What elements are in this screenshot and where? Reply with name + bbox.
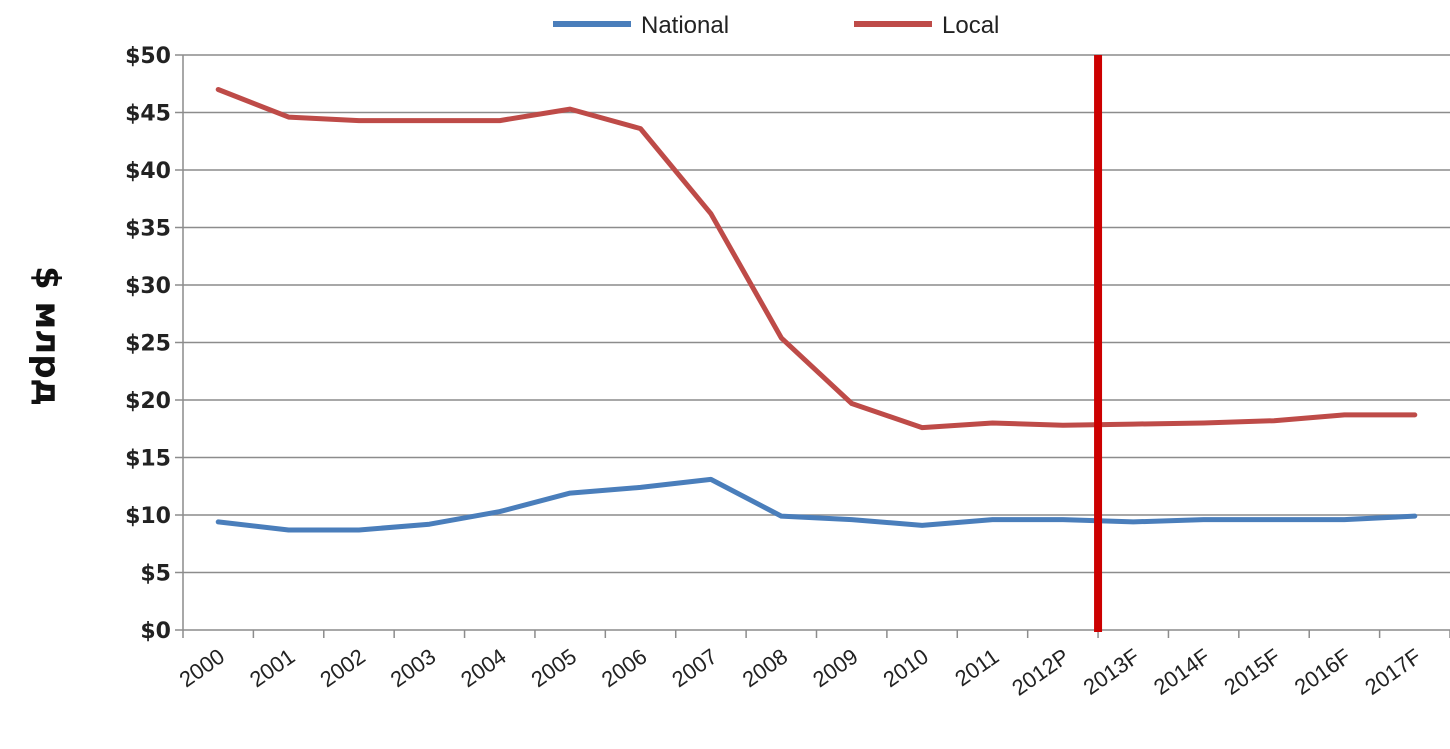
x-tick-label: 2002 [315, 644, 369, 693]
x-tick-label: 2009 [808, 644, 862, 693]
legend: National Local [553, 12, 999, 39]
series-line-national [215, 476, 1418, 533]
x-tick-label: 2016F [1290, 644, 1355, 700]
y-axis-ticks: $0 $5 $10 $15 $20 $25 $30 $35 $40 $45 $50 [125, 44, 183, 644]
y-tick-label: $50 [125, 44, 171, 69]
x-tick-label: 2013F [1079, 644, 1144, 700]
x-tick-label: 2010 [879, 644, 933, 693]
x-tick-label: 2003 [386, 644, 440, 693]
legend-label-national: National [641, 12, 729, 39]
y-tick-label: $5 [140, 562, 171, 587]
x-tick-label: 2007 [667, 644, 721, 693]
x-tick-label: 2017F [1360, 644, 1425, 700]
gridlines [183, 54, 1450, 574]
series-lines [215, 87, 1418, 533]
y-tick-label: $40 [125, 159, 171, 184]
x-axis-ticks: 2000 2001 2002 2003 2004 2005 2006 2007 2008 2009… [175, 630, 1450, 701]
y-tick-label: $0 [140, 619, 171, 644]
x-tick-label: 2004 [456, 644, 510, 693]
x-tick-label: 2000 [175, 644, 229, 693]
x-tick-label: 2012P [1007, 644, 1073, 701]
x-tick-label: 2001 [245, 644, 299, 693]
x-tick-label: 2005 [527, 644, 581, 693]
y-axis-label: $ млрд [27, 266, 67, 406]
x-tick-label: 2015F [1219, 644, 1284, 700]
legend-label-local: Local [942, 12, 999, 39]
y-tick-label: $35 [125, 217, 171, 242]
y-tick-label: $30 [125, 274, 171, 299]
y-tick-label: $20 [125, 389, 171, 414]
series-line-local [215, 87, 1418, 431]
y-tick-label: $25 [125, 332, 171, 357]
x-tick-label: 2014F [1149, 644, 1214, 700]
x-tick-label: 2011 [950, 644, 1003, 692]
y-tick-label: $10 [125, 504, 171, 529]
x-tick-label: 2006 [597, 644, 651, 693]
y-tick-label: $15 [125, 447, 171, 472]
y-tick-label: $45 [125, 102, 171, 127]
x-tick-label: 2008 [738, 644, 792, 693]
